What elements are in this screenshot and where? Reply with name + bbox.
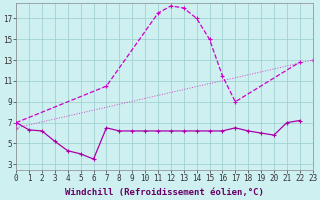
X-axis label: Windchill (Refroidissement éolien,°C): Windchill (Refroidissement éolien,°C)	[65, 188, 264, 197]
